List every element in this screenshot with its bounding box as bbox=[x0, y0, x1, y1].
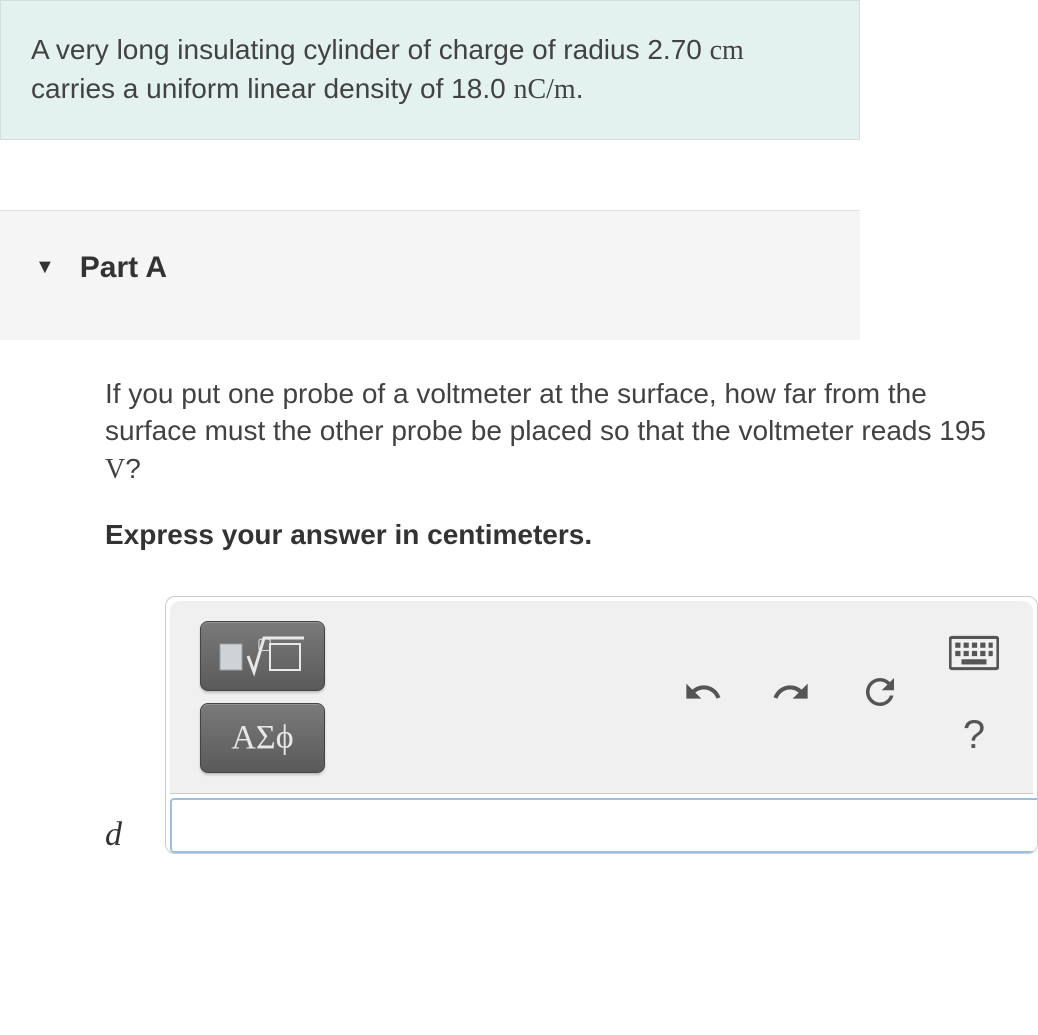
unit-cm: cm bbox=[710, 35, 744, 66]
reset-button[interactable] bbox=[855, 667, 905, 726]
undo-icon bbox=[683, 672, 723, 712]
toolbar-right-column: ? bbox=[945, 631, 1003, 762]
help-button[interactable]: ? bbox=[959, 709, 989, 762]
toolbar-right: ? bbox=[679, 631, 1003, 762]
reset-icon bbox=[859, 671, 901, 713]
unit-volts: V bbox=[105, 454, 125, 485]
unit-ncm: nC/m bbox=[513, 74, 575, 105]
part-header[interactable]: ▼ Part A bbox=[0, 210, 860, 340]
problem-text-2: carries a uniform linear density of 18.0 bbox=[31, 73, 513, 104]
variable-label: d bbox=[105, 816, 145, 854]
answer-area: d ▢ ΑΣϕ bbox=[105, 596, 1038, 854]
question-text: If you put one probe of a voltmeter at t… bbox=[105, 375, 1005, 489]
redo-icon bbox=[771, 672, 811, 712]
keyboard-button[interactable] bbox=[945, 631, 1003, 684]
problem-text-3: . bbox=[576, 73, 584, 104]
greek-label: ΑΣϕ bbox=[231, 719, 293, 757]
equation-toolbar: ▢ ΑΣϕ bbox=[170, 601, 1033, 794]
input-panel: ▢ ΑΣϕ bbox=[165, 596, 1038, 854]
problem-text-1: A very long insulating cylinder of charg… bbox=[31, 34, 710, 65]
math-templates-button[interactable]: ▢ bbox=[200, 621, 325, 691]
question-suffix: ? bbox=[125, 453, 141, 484]
answer-instruction: Express your answer in centimeters. bbox=[105, 519, 1038, 551]
redo-button[interactable] bbox=[767, 668, 815, 725]
part-body: If you put one probe of a voltmeter at t… bbox=[0, 340, 1038, 854]
keyboard-icon bbox=[949, 635, 999, 671]
question-prefix: If you put one probe of a voltmeter at t… bbox=[105, 378, 986, 447]
part-title: Part A bbox=[80, 251, 167, 285]
answer-input[interactable] bbox=[170, 798, 1038, 853]
collapse-icon: ▼ bbox=[35, 256, 55, 279]
undo-button[interactable] bbox=[679, 668, 727, 725]
problem-statement: A very long insulating cylinder of charg… bbox=[0, 0, 860, 140]
toolbar-left: ▢ ΑΣϕ bbox=[200, 621, 325, 773]
greek-symbols-button[interactable]: ΑΣϕ bbox=[200, 703, 325, 773]
math-template-icon: ▢ bbox=[218, 634, 308, 678]
